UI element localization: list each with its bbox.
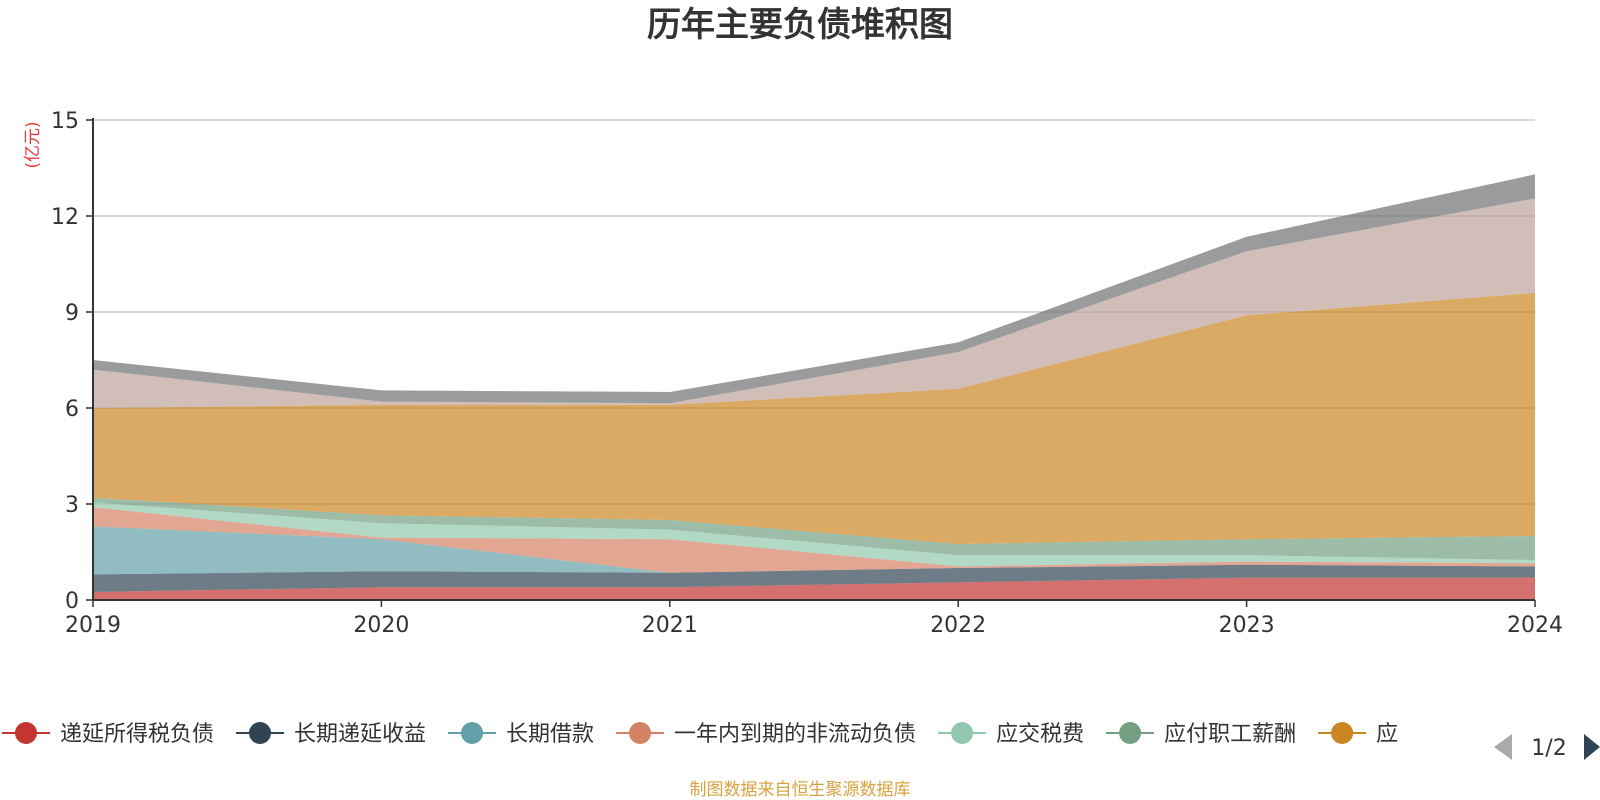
chart-title: 历年主要负债堆积图 — [647, 5, 953, 45]
x-tick-label: 2022 — [930, 613, 986, 638]
legend-marker — [461, 722, 484, 744]
area-series-3 — [93, 507, 1535, 573]
data-source-note: 制图数据来自恒生聚源数据库 — [690, 780, 911, 800]
legend: 递延所得税负债 长期递延收益 长期借款 一年内到期的非流动负债 应交税费 应付职工薪酬应 … — [2, 722, 1600, 761]
legend-label: 长期借款 — [506, 722, 594, 747]
legend-next-page-icon[interactable] — [1584, 734, 1600, 760]
area-series-1 — [93, 564, 1535, 592]
area-series-4 — [93, 502, 1535, 567]
area-series-6 — [93, 292, 1535, 544]
area-series-group — [93, 174, 1535, 600]
x-tick-label: 2024 — [1507, 613, 1563, 638]
legend-label: 一年内到期的非流动负债 — [674, 722, 916, 747]
legend-item[interactable]: 应付职工薪酬 — [1106, 722, 1296, 747]
legend-marker — [951, 722, 974, 744]
legend-label: 长期递延收益 — [294, 722, 426, 747]
y-tick-label: 6 — [65, 397, 79, 422]
legend-marker — [249, 722, 272, 744]
x-tick-label: 2023 — [1219, 613, 1275, 638]
area-series-2 — [93, 526, 1535, 575]
legend-marker — [1331, 722, 1354, 744]
x-tick-label: 2020 — [353, 613, 409, 638]
y-tick-label: 12 — [51, 205, 79, 230]
area-series-7 — [93, 198, 1535, 408]
axes: 2019 2020 2021 2022 2023 2024 — [65, 118, 1563, 638]
y-tick-label: 3 — [65, 493, 79, 518]
legend-prev-page-icon[interactable] — [1494, 734, 1512, 760]
legend-page-indicator: 1/2 — [1531, 736, 1566, 761]
y-tick-label: 15 — [51, 109, 79, 134]
area-series-0 — [93, 577, 1535, 600]
area-series-8 — [93, 174, 1535, 404]
legend-item[interactable]: 应 — [1318, 722, 1398, 747]
legend-label: 应 — [1376, 722, 1398, 747]
legend-label: 应付职工薪酬 — [1164, 722, 1296, 747]
legend-marker — [15, 722, 37, 744]
legend-item[interactable]: 递延所得税负债 — [2, 722, 214, 747]
x-tick-label: 2021 — [642, 613, 698, 638]
legend-label: 应交税费 — [996, 722, 1084, 747]
y-tick-label: 0 — [65, 589, 79, 614]
y-tick-label: 9 — [65, 301, 79, 326]
legend-label: 递延所得税负债 — [60, 722, 214, 747]
y-axis-unit-label: (亿元) — [23, 121, 43, 168]
legend-marker — [629, 722, 652, 744]
area-series-5 — [93, 497, 1535, 560]
legend-marker — [1119, 722, 1142, 744]
legend-item[interactable]: 一年内到期的非流动负债 — [616, 722, 916, 747]
legend-item[interactable]: 长期借款 — [448, 722, 594, 747]
legend-item[interactable]: 长期递延收益 — [236, 722, 426, 747]
x-tick-label: 2019 — [65, 613, 121, 638]
legend-item[interactable]: 应交税费 — [938, 722, 1084, 747]
